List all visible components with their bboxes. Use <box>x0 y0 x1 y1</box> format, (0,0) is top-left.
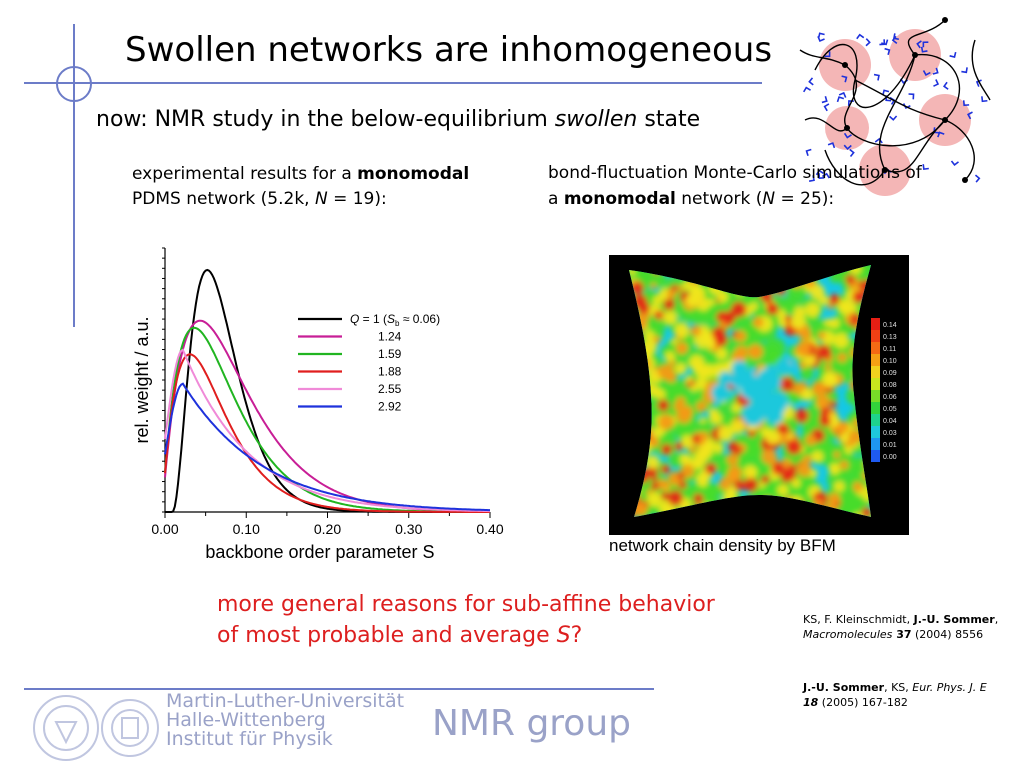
frame-vertical-line <box>73 24 75 327</box>
colorbar-tick-label: 0.08 <box>883 382 897 389</box>
colorbar-tick-label: 0.05 <box>883 406 897 413</box>
colorbar-tick-label: 0.00 <box>883 454 897 461</box>
colorbar-cell <box>871 342 880 354</box>
colorbar-cell <box>871 390 880 402</box>
university-name: Martin-Luther-Universität Halle-Wittenbe… <box>166 690 405 750</box>
x-tick-label: 0.30 <box>395 521 422 537</box>
colorbar-cell <box>871 330 880 342</box>
series-line-2 <box>164 326 490 513</box>
colorbar-cell <box>871 426 880 438</box>
colorbar-cell <box>871 414 880 426</box>
left-caption: experimental results for a monomodal PDM… <box>132 164 470 209</box>
colorbar-tick-label: 0.09 <box>883 370 897 377</box>
x-tick-label: 0.00 <box>151 521 178 537</box>
x-axis-label: backbone order parameter S <box>205 542 434 562</box>
reference-2: J.-U. Sommer, KS, Eur. Phys. J. E 18 (20… <box>803 681 987 709</box>
colorbar-cell <box>871 318 880 330</box>
colorbar-cell <box>871 378 880 390</box>
university-seal-icon <box>33 695 159 761</box>
legend-label: 1.24 <box>378 330 402 344</box>
colorbar-cell <box>871 366 880 378</box>
y-axis-label: rel. weight / a.u. <box>132 316 152 443</box>
reference-1: KS, F. Kleinschmidt, J.-U. Sommer, Macro… <box>803 613 999 641</box>
colorbar-cell <box>871 438 880 450</box>
legend-label: 2.92 <box>378 400 402 414</box>
legend-label: 2.55 <box>378 382 402 396</box>
colorbar-cell <box>871 450 880 462</box>
colorbar-tick-label: 0.01 <box>883 442 897 449</box>
x-tick-label: 0.20 <box>314 521 341 537</box>
colorbar-cell <box>871 402 880 414</box>
series-line-4 <box>164 348 490 513</box>
question-text: more general reasons for sub-affine beha… <box>217 592 715 648</box>
right-caption: bond-fluctuation Monte-Carlo simulations… <box>548 163 922 209</box>
x-tick-label: 0.10 <box>233 521 260 537</box>
page-title: Swollen networks are inhomogeneous <box>125 30 773 70</box>
legend-label: 1.59 <box>378 347 402 361</box>
colorbar-cell <box>871 354 880 366</box>
x-tick-label: 0.40 <box>476 521 503 537</box>
group-name: NMR group <box>432 703 632 744</box>
bfm-density-map: 0.14 0.13 0.11 0.10 0.09 0.08 0.06 0.05 0.04 0.03… <box>609 255 909 535</box>
network-illustration <box>799 17 991 196</box>
colorbar-tick-label: 0.11 <box>883 346 896 353</box>
colorbar-tick-label: 0.06 <box>883 394 897 401</box>
frame-top-line <box>24 82 762 84</box>
simulation-label: network chain density by BFM <box>609 536 836 555</box>
colorbar-tick-label: 0.14 <box>883 322 897 329</box>
footer-line <box>24 688 654 690</box>
colorbar-tick-label: 0.10 <box>883 358 897 365</box>
colorbar-tick-label: 0.13 <box>883 334 897 341</box>
series-line-3 <box>164 353 490 513</box>
colorbar-tick-label: 0.03 <box>883 430 897 437</box>
legend-label: Q = 1 (Sb ≈ 0.06) <box>350 312 440 328</box>
frame-circle <box>56 66 92 102</box>
series-line-1 <box>164 319 490 513</box>
order-parameter-chart: 0.00 0.10 0.20 0.30 0.40 Q = 1 (Sb ≈ 0.06) 1.… <box>132 247 504 562</box>
legend-label: 1.88 <box>378 365 402 379</box>
subtitle: now: NMR study in the below-equilibrium … <box>96 107 701 132</box>
series-line-5 <box>164 382 490 512</box>
colorbar-tick-label: 0.04 <box>883 418 897 425</box>
